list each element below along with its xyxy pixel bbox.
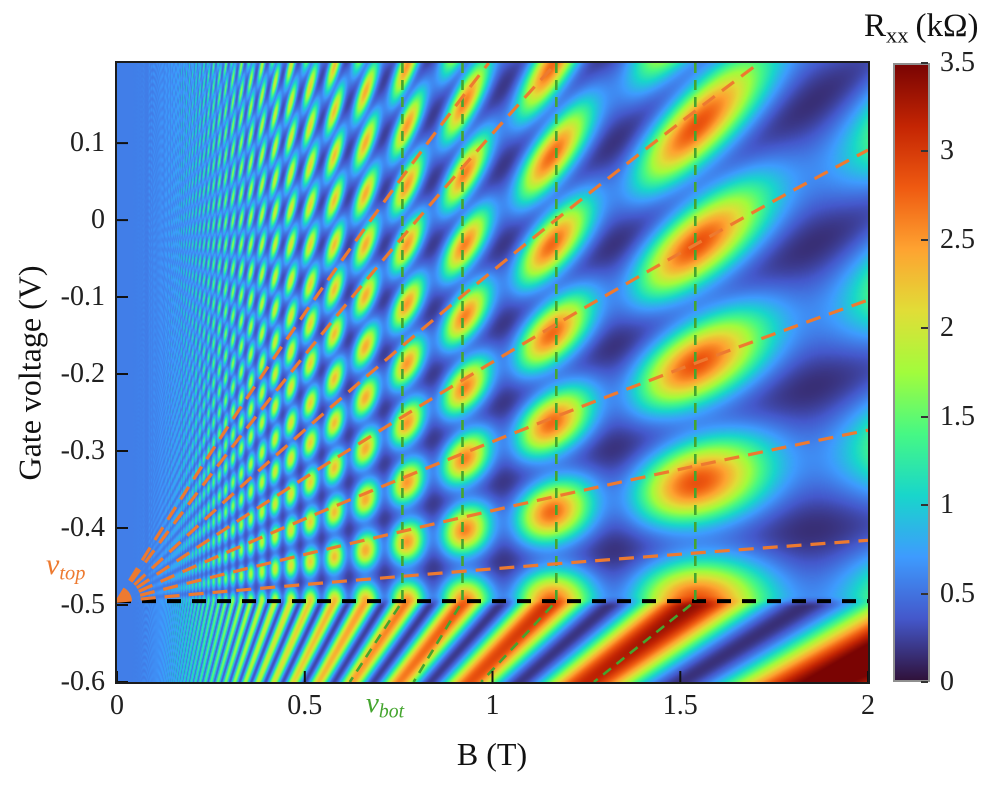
colorbar-tick-label: 0.5	[940, 577, 975, 609]
x-tick-label: 0.5	[287, 690, 323, 721]
y-tick-label: -0.2	[60, 358, 105, 390]
colorbar-tick-label: 1.5	[940, 400, 975, 432]
y-tick-label: -0.6	[60, 666, 105, 697]
v-top-sub: top	[59, 562, 86, 585]
colorbar-tick-mark	[921, 592, 928, 595]
x-tick-label: 0	[110, 690, 124, 721]
colorbar-tick-mark	[921, 415, 928, 418]
colorbar-tick-label: 3.5	[940, 47, 975, 78]
y-tick-label: -0.5	[60, 589, 105, 620]
v-bot-sub: bot	[378, 700, 405, 723]
colorbar-title-sub: xx	[886, 22, 909, 48]
v-bot-base: v	[366, 687, 379, 719]
y-tick-label: -0.4	[60, 512, 105, 544]
y-tick-label: -0.3	[60, 435, 105, 467]
colorbar-tick-label: 1	[940, 489, 954, 521]
x-tick-label: 2	[861, 690, 875, 721]
colorbar-title-unit: (kΩ)	[915, 8, 979, 44]
colorbar-tick-mark	[921, 681, 928, 683]
colorbar-tick-label: 3	[940, 135, 954, 167]
y-tick-label: -0.1	[60, 281, 105, 313]
y-axis-label: Gate voltage (V)	[11, 265, 48, 481]
heatmap-canvas	[117, 63, 868, 682]
colorbar-tick-label: 2.5	[940, 223, 975, 255]
colorbar-tick-mark	[921, 504, 928, 507]
x-tick-label: 1	[485, 690, 500, 721]
colorbar	[893, 63, 930, 682]
colorbar-tick-mark	[921, 238, 928, 241]
annotation-v-bot: vbot	[366, 689, 404, 722]
colorbar-tick-mark	[921, 62, 928, 64]
y-tick-label: 0.1	[70, 127, 105, 159]
colorbar-title: Rxx (kΩ)	[864, 8, 978, 48]
colorbar-title-base: R	[864, 8, 887, 44]
colorbar-tick-label: 0	[940, 666, 954, 697]
y-tick-label: 0	[91, 204, 105, 236]
annotation-v-top: vtop	[46, 550, 85, 584]
x-tick-label: 1.5	[662, 690, 698, 721]
v-top-base: v	[46, 548, 60, 581]
colorbar-tick-label: 2	[940, 312, 954, 344]
colorbar-tick-mark	[921, 327, 928, 330]
x-axis-label: B (T)	[456, 736, 528, 772]
colorbar-tick-mark	[921, 150, 928, 153]
